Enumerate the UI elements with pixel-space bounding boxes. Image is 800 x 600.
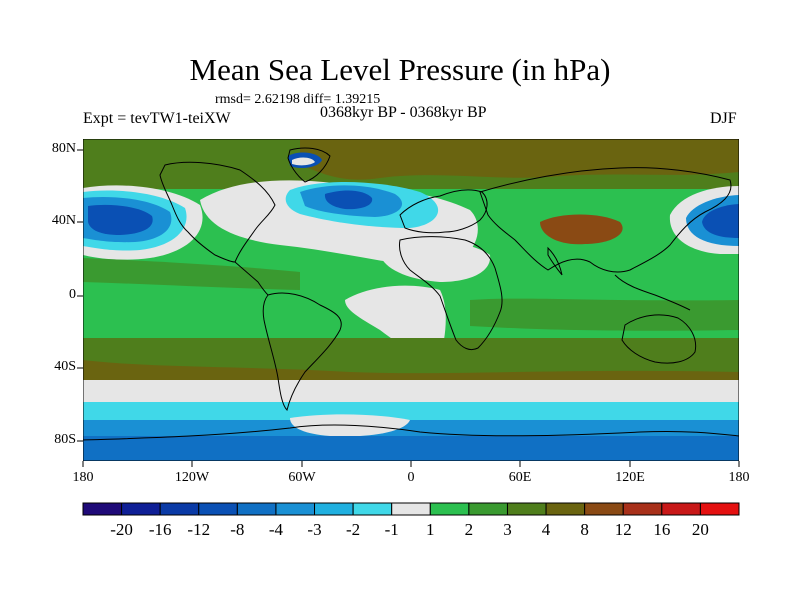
colorbar-swatch-11	[506, 502, 547, 516]
colorbar-swatch-10	[468, 502, 508, 516]
y-label-40s: 40S	[54, 359, 76, 374]
y-label-40n: 40N	[51, 213, 76, 228]
chart-title: Mean Sea Level Pressure (in hPa)	[189, 52, 611, 87]
x-label-120e: 120E	[615, 470, 645, 485]
y-label-80s: 80S	[54, 432, 76, 447]
coast-india	[547, 246, 563, 276]
coast-africa	[399, 236, 503, 351]
colorbar-swatch-12	[545, 502, 586, 516]
coast-south-america	[262, 292, 342, 411]
x-label-60w: 60W	[288, 470, 316, 485]
colorbar-swatch-4	[236, 502, 277, 516]
south-neutral-band	[83, 380, 739, 402]
pacific-low-left-core	[88, 204, 153, 235]
greenland-ring	[292, 157, 315, 166]
colorbar	[82, 502, 740, 516]
tropical-band	[83, 258, 300, 290]
colorbar-label-3: -8	[230, 520, 245, 539]
pressure-map	[83, 139, 739, 461]
x-label-180-right: 180	[728, 470, 750, 485]
arctic-high	[300, 139, 739, 180]
colorbar-swatch-14	[622, 502, 663, 516]
colorbar-swatch-6	[314, 502, 354, 516]
coast-central-america	[234, 261, 269, 296]
asia-high	[540, 214, 623, 245]
colorbar-label-7: -1	[384, 520, 399, 539]
coast-southeast-asia	[614, 274, 691, 311]
x-label-0: 0	[407, 470, 415, 485]
x-label-60e: 60E	[508, 470, 532, 485]
y-label-0: 0	[69, 287, 76, 302]
colorbar-label-0: -20	[110, 520, 133, 539]
x-label-180-left: 180	[72, 470, 94, 485]
colorbar-swatch-1	[121, 502, 161, 516]
atlantic-low-core	[324, 190, 373, 210]
pacific-low-right-core	[702, 204, 739, 238]
colorbar-swatch-16	[699, 502, 740, 516]
season-label: DJF	[710, 110, 737, 127]
period-label: 0368kyr BP - 0368kyr BP	[320, 104, 487, 121]
colorbar-label-14: 16	[653, 520, 671, 539]
colorbar-swatch-0	[82, 502, 123, 516]
experiment-label: Expt = tevTW1-teiXW	[83, 110, 231, 127]
south-cyan-band	[83, 402, 739, 420]
south-blue-band	[83, 420, 739, 438]
coast-europe	[399, 189, 488, 234]
y-label-80n: 80N	[51, 141, 76, 156]
colorbar-swatch-15	[661, 502, 701, 516]
colorbar-label-15: 20	[691, 520, 709, 539]
colorbar-swatch-3	[198, 502, 238, 516]
colorbar-label-8: 1	[426, 520, 435, 539]
stats-readout: rmsd= 2.62198 diff= 1.39215	[215, 92, 381, 107]
colorbar-label-10: 3	[503, 520, 512, 539]
colorbar-swatch-2	[159, 502, 200, 516]
coast-antarctica	[83, 424, 739, 441]
coastlines	[83, 147, 739, 441]
colorbar-swatch-5	[275, 502, 316, 516]
colorbar-label-12: 8	[580, 520, 589, 539]
africa-neutral	[380, 241, 491, 282]
coast-greenland	[287, 147, 331, 183]
antarctic-band	[83, 436, 739, 461]
x-label-120w: 120W	[174, 470, 210, 485]
indian-ocean-band	[470, 298, 739, 331]
colorbar-swatch-13	[584, 502, 624, 516]
colorbar-label-11: 4	[541, 520, 551, 539]
colorbar-label-1: -16	[148, 520, 172, 539]
colorbar-swatch-9	[429, 502, 470, 516]
colorbar-label-5: -3	[307, 520, 322, 539]
colorbar-label-4: -4	[268, 520, 284, 539]
colorbar-label-2: -12	[187, 520, 211, 539]
coast-australia	[621, 314, 697, 364]
colorbar-swatch-8	[391, 502, 431, 516]
colorbar-label-6: -2	[346, 520, 361, 539]
colorbar-label-9: 2	[464, 520, 474, 539]
colorbar-label-13: 12	[614, 520, 632, 539]
coast-asia	[479, 167, 732, 273]
axis-ticks	[77, 149, 740, 467]
south-brown-patch	[83, 360, 739, 382]
colorbar-swatch-7	[352, 502, 393, 516]
